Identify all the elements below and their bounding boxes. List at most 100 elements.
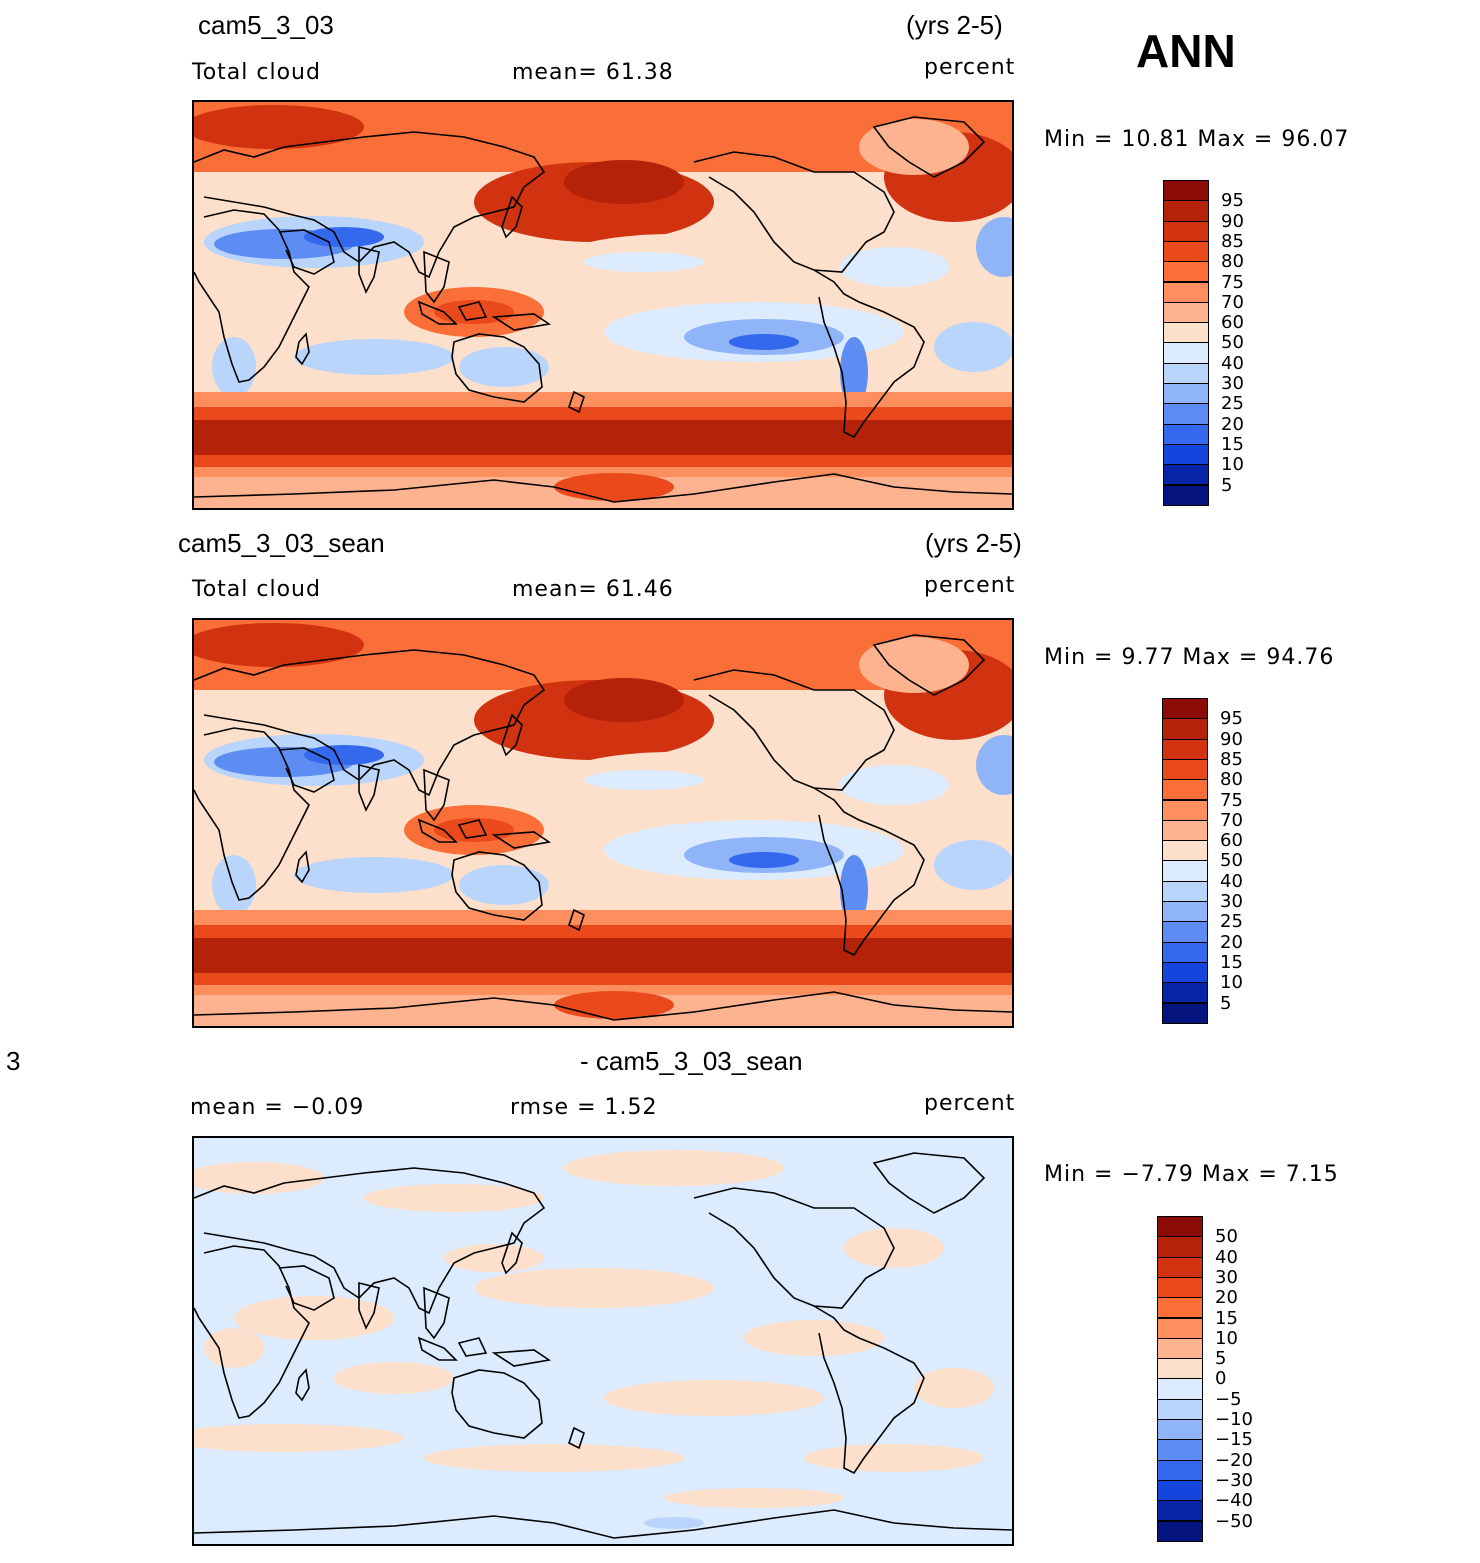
colorbar-swatch: [1162, 779, 1208, 801]
contour-region: [554, 473, 674, 501]
coastline: [491, 1349, 552, 1367]
coastline: [501, 195, 523, 239]
colorbar-swatch: [1162, 799, 1208, 821]
colorbar-swatch: [1163, 423, 1209, 445]
coastline: [194, 1509, 1012, 1539]
colorbar-swatch: [1157, 1236, 1203, 1258]
contour-region: [604, 1380, 824, 1416]
coastline: [295, 850, 310, 884]
coastline: [295, 1368, 310, 1402]
colorbar-swatch: [1157, 1500, 1203, 1522]
contour-region: [564, 1150, 784, 1186]
contour-region: [194, 938, 1012, 973]
colorbar-label: 10: [1221, 454, 1244, 476]
panel3-minmax: Min = −7.79 Max = 7.15: [1044, 1162, 1339, 1187]
contour-region: [364, 1184, 544, 1212]
coastline: [813, 1305, 925, 1475]
coastline: [278, 747, 335, 793]
colorbar-swatch: [1157, 1520, 1203, 1542]
colorbar-label: 80: [1220, 769, 1243, 791]
colorbar-label: 25: [1220, 911, 1243, 933]
contour-region: [564, 678, 684, 722]
panel2-variable: Total cloud: [192, 577, 321, 602]
panel2-years: (yrs 2-5): [925, 528, 1022, 558]
colorbar-label: −30: [1215, 1469, 1253, 1491]
coastline: [457, 1337, 488, 1357]
colorbar-label: 15: [1221, 433, 1244, 455]
contour-region: [914, 1368, 994, 1408]
colorbar-swatch: [1157, 1297, 1203, 1319]
coastline: [194, 1167, 546, 1315]
coastline: [457, 819, 488, 839]
panel3-map: [192, 1136, 1014, 1546]
panel3-case-prefix: 3: [6, 1046, 21, 1076]
contour-region: [664, 1488, 844, 1508]
colorbar-swatch: [1162, 860, 1208, 882]
colorbar-swatch: [1163, 362, 1209, 384]
colorbar-label: 15: [1215, 1307, 1238, 1329]
colorbar-label: 75: [1220, 789, 1243, 811]
colorbar-label: 5: [1220, 992, 1232, 1014]
coastline: [501, 1231, 523, 1275]
colorbar-label: 10: [1220, 972, 1243, 994]
colorbar-label: 20: [1221, 413, 1244, 435]
contour-region: [584, 770, 704, 790]
coastline: [451, 851, 543, 921]
coastline: [491, 313, 552, 331]
contour-region: [976, 735, 1012, 795]
panel1-minmax: Min = 10.81 Max = 96.07: [1044, 127, 1350, 152]
coastline: [872, 1152, 986, 1214]
colorbar-swatch: [1163, 200, 1209, 222]
colorbar-label: 40: [1215, 1246, 1238, 1268]
panel3-case-title: - cam5_3_03_sean: [580, 1046, 803, 1076]
colorbar-label: −50: [1215, 1510, 1253, 1532]
colorbar-swatch: [1163, 261, 1209, 283]
colorbar-label: 75: [1221, 271, 1244, 293]
contour-region: [294, 857, 454, 893]
colorbar-swatch: [1163, 443, 1209, 466]
coastline: [813, 269, 925, 439]
coastline: [194, 473, 1012, 503]
colorbar-swatch: [1163, 342, 1209, 364]
colorbar-label: 70: [1220, 809, 1243, 831]
colorbar-label: 30: [1220, 891, 1243, 912]
panel1-years: (yrs 2-5): [906, 10, 1003, 40]
contour-region: [194, 1138, 1012, 1544]
contour-region: [934, 840, 1012, 890]
coastline: [423, 250, 450, 304]
colorbar-label: 95: [1221, 190, 1244, 212]
panel2-colorbar: 95 90 85 80 75 70 60 50 40 30 25 20 15 10 5: [1162, 698, 1282, 1024]
contour-region: [744, 1320, 884, 1356]
colorbar-swatch: [1162, 758, 1208, 781]
colorbar-swatch: [1163, 281, 1209, 303]
colorbar-label: 20: [1220, 931, 1243, 953]
panel1-map: [192, 100, 1014, 510]
colorbar-swatch: [1162, 941, 1208, 963]
coastline: [417, 300, 458, 325]
contour-region: [304, 227, 384, 247]
coastline: [358, 1281, 380, 1330]
panel3-units: percent: [924, 1091, 1016, 1116]
coastline: [417, 818, 458, 843]
colorbar-label: 85: [1221, 230, 1244, 252]
panel1-colorbar: 95 90 85 80 75 70 60 50 40 30 25 20 15 10 5: [1163, 180, 1283, 506]
colorbar-label: 10: [1215, 1327, 1238, 1349]
coastline: [194, 649, 546, 797]
colorbar-swatch: [1157, 1378, 1203, 1400]
coastline: [872, 116, 986, 178]
colorbar-label: −15: [1215, 1429, 1253, 1451]
coastline: [693, 669, 895, 791]
colorbar-label: 90: [1221, 210, 1244, 232]
colorbar-swatch: [1157, 1256, 1203, 1278]
contour-region: [564, 160, 684, 204]
coastline: [194, 727, 310, 901]
colorbar-swatch: [1162, 718, 1208, 740]
contour-region: [234, 1296, 394, 1340]
colorbar-label: −40: [1215, 1490, 1253, 1512]
colorbar-swatch: [1162, 901, 1208, 923]
colorbar-swatch: [1157, 1317, 1203, 1339]
contour-region: [976, 217, 1012, 277]
colorbar-label: 30: [1221, 373, 1244, 394]
colorbar-swatch: [1157, 1337, 1203, 1360]
coastline: [568, 390, 585, 414]
